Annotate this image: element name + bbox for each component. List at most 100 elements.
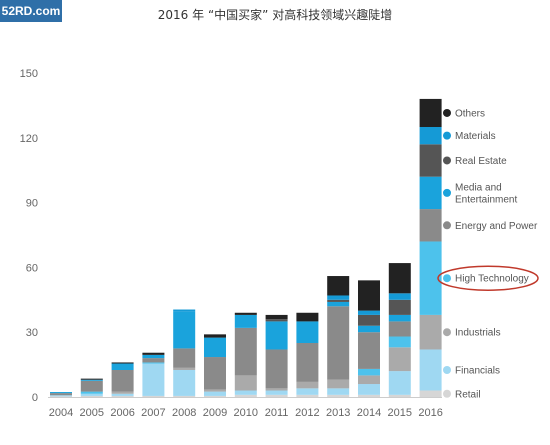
bar-segment-retail [173,395,196,397]
bar-segment-others [296,312,319,322]
bar-segment-others [419,98,442,127]
bar-segment-energy-and-power [388,321,411,337]
bar-segment-media-and-entertainment [419,176,442,210]
bar-segment-materials [358,310,380,315]
x-tick-label: 2004 [49,407,73,419]
bar-segment-industrials [204,389,226,392]
bar-segment-media-and-entertainment [296,321,319,343]
bar-segment-retail [142,395,165,397]
bar-segment-financials [173,370,196,396]
bar-segment-high-technology [388,336,411,348]
bar-segment-high-technology [142,362,165,364]
bar-segment-media-and-entertainment [50,392,72,394]
bar-segment-media-and-entertainment [265,321,288,350]
legend-marker-financials [443,366,451,374]
y-tick-label: 90 [26,198,38,210]
legend-label-high-technology: High Technology [455,274,529,285]
bar-segment-retail [204,395,226,397]
bar-segment-others [111,362,134,364]
y-tick-label: 60 [26,262,38,274]
legend-marker-media-and-entertainment [443,188,451,197]
bar-segment-others [204,334,226,338]
bar-segment-materials [419,127,442,145]
x-tick-label: 2013 [326,407,350,419]
bar-segment-retail [419,390,442,397]
legend-label-financials: Financials [455,366,500,377]
legend-label-media-and-entertainment: Entertainment [455,194,517,205]
bar-segment-energy-and-power [111,370,134,392]
bar-segment-high-technology [419,241,442,315]
legend-label-industrials: Industrials [455,328,501,339]
bar-segment-energy-and-power [358,332,380,369]
bar-segment-retail [80,395,103,397]
bar-segment-real-estate [419,144,442,177]
bar-segment-industrials [327,379,350,389]
legend-label-media-and-entertainment: Media and [455,182,502,193]
bar-segment-industrials [419,314,442,350]
legend-label-real-estate: Real Estate [455,156,507,167]
bar-segment-real-estate [265,319,288,322]
bar-segment-others [265,314,288,320]
highlight-ellipse [437,265,539,291]
y-tick-label: 30 [26,327,38,339]
legend-marker-energy-and-power [443,221,451,230]
bar-segment-real-estate [388,299,411,315]
bar-segment-media-and-entertainment [204,337,226,358]
bar-segment-others [234,312,257,315]
bar-segment-financials [419,349,442,391]
bar-segment-industrials [388,347,411,372]
legend-label-others: Others [455,108,485,119]
legend-label-retail: Retail [455,389,481,400]
bar-segment-retail [388,394,411,397]
bar-segment-energy-and-power [173,348,196,368]
bar-segment-retail [234,394,257,397]
legend-marker-real-estate [443,156,451,165]
bar-segment-retail [327,394,350,397]
bar-segment-industrials [234,375,257,391]
bar-segment-financials [296,388,319,395]
bar-segment-financials [327,388,350,395]
legend-marker-others [443,108,451,117]
bar-segment-media-and-entertainment [327,301,350,307]
legend-marker-high-technology [443,274,451,283]
bar-segment-materials [173,309,196,312]
bar-segment-industrials [296,381,319,389]
x-tick-label: 2010 [234,407,258,419]
bar-segment-others [80,378,103,380]
bar-segment-energy-and-power [296,343,319,382]
bar-segment-materials [388,293,411,300]
bar-segment-energy-and-power [265,349,288,389]
bar-segment-energy-and-power [142,358,165,363]
bar-segment-high-technology [358,368,380,376]
bar-segment-retail [50,396,72,397]
watermark-logo: 52RD.com [0,0,62,22]
x-tick-label: 2008 [172,407,196,419]
bar-segment-real-estate [327,299,350,302]
legend-label-materials: Materials [455,131,496,142]
legend-marker-industrials [443,328,451,337]
bar-segment-financials [358,384,380,395]
bar-segment-financials [50,395,72,397]
bar-segment-energy-and-power [80,380,103,392]
bar-segment-financials [388,371,411,395]
bar-segment-financials [80,393,103,396]
bar-segment-energy-and-power [327,306,350,380]
bar-segment-high-technology [80,391,103,394]
bar-segment-real-estate [358,314,380,326]
legend-marker-retail [443,389,451,398]
bar-segment-materials [327,295,350,300]
bar-segment-retail [358,394,380,397]
bar-segment-industrials [358,375,380,385]
bar-segment-others [388,263,411,294]
x-tick-label: 2015 [388,407,412,419]
chart-title: 2016 年 “中国买家” 对高科技领域兴趣陡增 [157,8,393,22]
y-tick-label: 150 [20,68,38,80]
x-tick-label: 2005 [80,407,104,419]
legend-label-energy-and-power: Energy and Power [455,221,538,232]
x-tick-label: 2009 [203,407,227,419]
y-tick-label: 120 [20,133,38,145]
bar-segment-others [358,280,380,311]
bar-segment-retail [296,394,319,397]
legend-marker-materials [443,131,451,140]
